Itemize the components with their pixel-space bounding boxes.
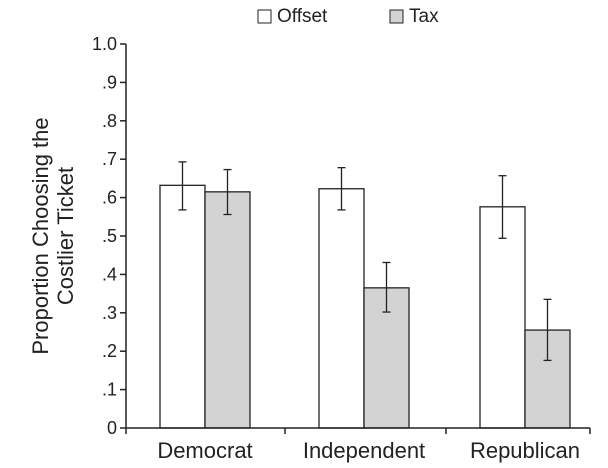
y-axis: 0 .1 .2 .3 .4 .5 .6 .7 .8 .9 1.0 bbox=[92, 34, 127, 438]
y-tick-label: .7 bbox=[102, 149, 117, 169]
y-tick-label: .9 bbox=[102, 72, 117, 92]
bar-offset-independent bbox=[318, 188, 365, 429]
y-axis-label-line: Proportion Choosing the bbox=[28, 117, 53, 354]
y-tick-label: .4 bbox=[102, 264, 117, 284]
y-tick-label: .1 bbox=[102, 380, 117, 400]
y-tick-label: .5 bbox=[102, 226, 117, 246]
x-tick-label-republican: Republican bbox=[470, 438, 580, 463]
y-axis-label-line: Costlier Ticket bbox=[53, 167, 78, 305]
y-tick-label: .8 bbox=[102, 111, 117, 131]
y-tick-label: 1.0 bbox=[92, 34, 117, 54]
x-tick-label-democrat: Democrat bbox=[157, 438, 252, 463]
chart-legend: Offset Tax bbox=[257, 6, 439, 27]
error-bars bbox=[178, 161, 552, 362]
y-tick-label: .3 bbox=[102, 303, 117, 323]
bar-offset-republican bbox=[479, 206, 526, 429]
y-tick-label: 0 bbox=[107, 418, 117, 438]
y-tick-label: .6 bbox=[102, 188, 117, 208]
legend-swatch-tax bbox=[389, 9, 404, 24]
legend-label-tax: Tax bbox=[409, 6, 439, 27]
bar-tax-democrat bbox=[204, 191, 251, 429]
bars bbox=[159, 184, 571, 429]
legend-swatch-offset bbox=[257, 9, 272, 24]
legend-label-offset: Offset bbox=[277, 6, 328, 27]
x-axis: Democrat Independent Republican bbox=[125, 427, 591, 463]
y-axis-label: Proportion Choosing the Costlier Ticket bbox=[28, 117, 78, 354]
bar-offset-democrat bbox=[159, 184, 206, 429]
y-tick-label: .2 bbox=[102, 341, 117, 361]
x-tick-label-independent: Independent bbox=[303, 438, 425, 463]
